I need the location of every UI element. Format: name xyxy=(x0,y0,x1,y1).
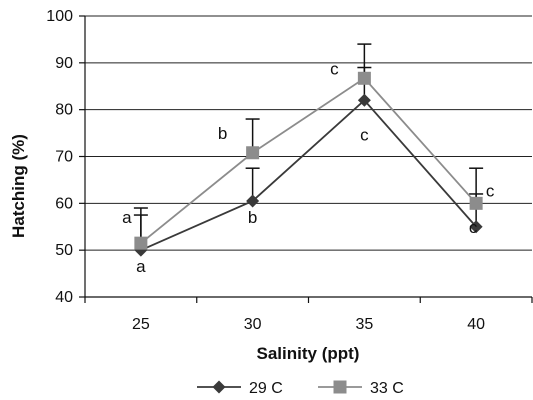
legend-item-1: 33 C xyxy=(318,380,404,397)
x-axis-title: Salinity (ppt) xyxy=(257,344,360,363)
y-tick-label: 70 xyxy=(55,149,73,166)
x-tick-label: 25 xyxy=(132,316,150,333)
legend: 29 C 33 C xyxy=(197,380,404,397)
legend-label: 33 C xyxy=(370,380,404,397)
y-axis-ticks: 40 50 60 70 80 90 100 xyxy=(46,8,85,306)
significance-letter: b xyxy=(248,208,257,227)
legend-item-0: 29 C xyxy=(197,380,283,397)
data-point xyxy=(134,236,148,250)
x-axis-ticks: 25 30 35 40 xyxy=(84,297,533,333)
data-point xyxy=(357,71,371,85)
series-0 xyxy=(133,66,484,257)
significance-letter: c xyxy=(469,218,478,237)
gridlines xyxy=(85,15,532,251)
significance-letter: b xyxy=(218,124,227,143)
legend-marker xyxy=(212,380,226,394)
significance-letter: a xyxy=(136,257,146,276)
y-tick-label: 80 xyxy=(55,102,73,119)
significance-letter: c xyxy=(486,181,495,200)
y-tick-label: 90 xyxy=(55,55,73,72)
series-line xyxy=(140,99,477,251)
significance-letter: c xyxy=(360,125,369,144)
data-point xyxy=(246,194,260,208)
x-tick-label: 40 xyxy=(467,316,485,333)
significance-letter: a xyxy=(122,208,132,227)
y-axis-title: Hatching (%) xyxy=(9,134,28,238)
y-tick-label: 40 xyxy=(55,289,73,306)
series-layer xyxy=(133,43,484,257)
legend-label: 29 C xyxy=(249,380,283,397)
x-tick-label: 30 xyxy=(244,316,262,333)
y-tick-label: 60 xyxy=(55,195,73,212)
y-tick-label: 100 xyxy=(46,8,73,25)
series-line xyxy=(140,77,477,244)
data-point xyxy=(246,146,260,160)
data-point xyxy=(469,220,483,234)
data-point xyxy=(357,93,371,107)
legend-marker xyxy=(333,380,347,394)
x-tick-label: 35 xyxy=(355,316,373,333)
series-1 xyxy=(133,43,484,250)
data-point xyxy=(469,196,483,210)
y-tick-label: 50 xyxy=(55,242,73,259)
significance-letter: c xyxy=(330,59,339,78)
